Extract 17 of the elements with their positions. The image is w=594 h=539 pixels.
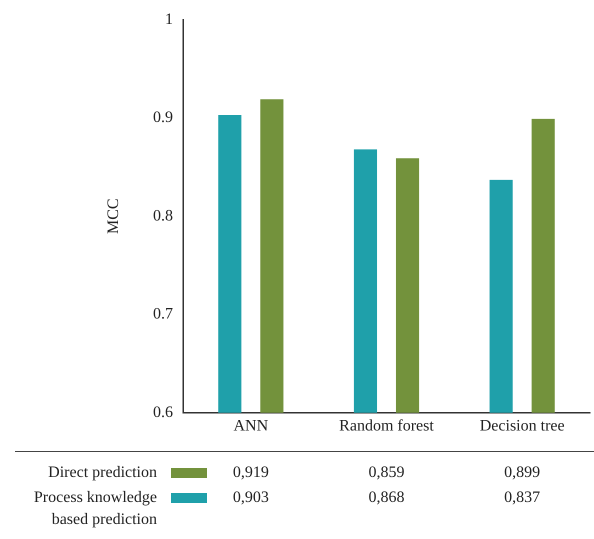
y-tick-label: 1 [165,10,173,28]
y-tick-label: 0.6 [153,404,173,422]
x-tick-label: ANN [233,418,269,435]
y-tick-label: 0.7 [153,306,173,323]
y-tick-label: 0.9 [153,109,173,126]
data-label: 0,859 [368,463,404,483]
x-tick-label: Random forest [339,418,434,435]
y-axis-title: MCC [104,198,122,234]
x-tick-label: Decision tree [480,418,565,435]
data-label: 0,919 [232,463,269,483]
data-label: 0,899 [504,463,540,483]
y-tick-label: 0.8 [153,207,173,224]
legend-label: Process knowledge based prediction [32,488,157,530]
legend-label: Direct prediction [47,463,157,483]
data-label: 0,837 [504,488,540,508]
data-label: 0,903 [232,488,269,508]
data-label: 0,868 [368,488,404,508]
